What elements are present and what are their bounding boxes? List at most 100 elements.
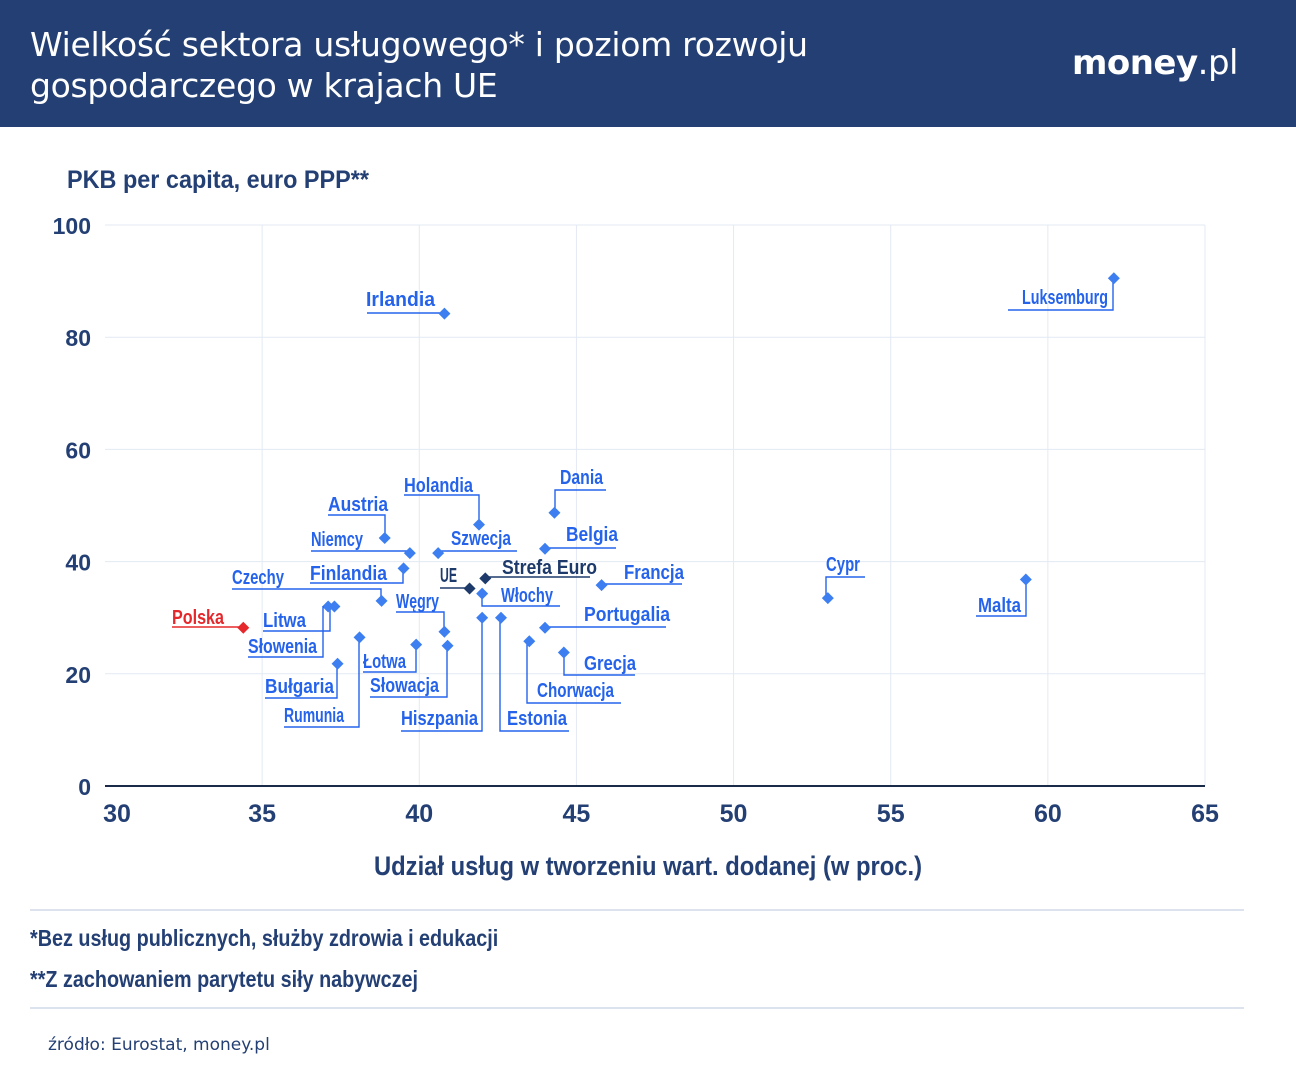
y-tick-label-40: 40: [65, 550, 91, 576]
data-point-estonia: [495, 611, 507, 624]
leader-line-holandia: [404, 494, 480, 523]
data-label-słowacja: Słowacja: [370, 675, 440, 697]
data-point-francja: [595, 579, 608, 592]
data-point-węgry: [438, 625, 451, 638]
leader-line-bułgaria: [265, 663, 338, 699]
leader-line-grecja: [563, 652, 635, 676]
data-point-włochy: [476, 587, 489, 600]
data-point-cypr: [821, 592, 834, 605]
data-label-francja: Francja: [624, 562, 685, 584]
data-label-rumunia: Rumunia: [284, 705, 345, 727]
leader-line-węgry: [396, 611, 445, 631]
data-label-węgry: Węgry: [396, 591, 440, 613]
data-point-chorwacja: [523, 635, 536, 648]
data-point-hiszpania: [476, 611, 489, 624]
leader-line-austria: [328, 514, 386, 537]
data-point-szwecja: [432, 547, 445, 560]
data-label-belgia: Belgia: [566, 524, 619, 546]
brand-logo: money.pl: [1071, 41, 1239, 85]
x-tick-label-45: 45: [563, 800, 591, 828]
data-label-hiszpania: Hiszpania: [401, 708, 479, 730]
data-label-czechy: Czechy: [232, 567, 285, 589]
data-label-austria: Austria: [328, 494, 389, 516]
footnote-divider-bottom: [30, 1007, 1244, 1009]
y-tick-label-80: 80: [65, 325, 91, 351]
data-point-bułgaria: [331, 657, 344, 670]
leader-line-łotwa: [363, 644, 417, 673]
data-point-austria: [378, 532, 391, 545]
x-tick-label-55: 55: [877, 800, 905, 828]
leader-line-słowenia: [248, 606, 324, 658]
leader-line-słowacja: [370, 646, 448, 698]
data-label-luksemburg: Luksemburg: [1022, 287, 1108, 309]
data-point-dania: [548, 506, 561, 519]
leader-line-hiszpania: [401, 617, 483, 732]
data-point-litwa: [322, 600, 335, 613]
x-axis-title: Udział usług w tworzeniu wart. dodanej (…: [374, 851, 922, 881]
data-point-luksemburg: [1107, 272, 1120, 285]
data-point-finlandia: [397, 562, 410, 575]
y-tick-label-60: 60: [65, 437, 91, 463]
data-label-litwa: Litwa: [263, 610, 307, 632]
data-label-szwecja: Szwecja: [451, 528, 512, 550]
data-point-rumunia: [353, 631, 366, 644]
logo-domain: .pl: [1197, 43, 1239, 83]
data-point-łotwa: [410, 638, 423, 651]
data-label-polska: Polska: [172, 607, 225, 629]
footnote-services: *Bez usług publicznych, służby zdrowia i…: [30, 925, 499, 951]
header-bar: Wielkość sektora usługowego* i poziom ro…: [0, 0, 1296, 127]
leader-line-litwa: [263, 606, 331, 632]
data-label-włochy: Włochy: [501, 585, 554, 607]
data-label-słowenia: Słowenia: [248, 636, 318, 658]
data-point-grecja: [557, 646, 570, 659]
data-label-łotwa: Łotwa: [363, 651, 407, 673]
y-tick-label-20: 20: [65, 662, 91, 688]
data-point-ue: [463, 582, 476, 595]
data-point-polska: [237, 621, 250, 634]
data-label-irlandia: Irlandia: [366, 289, 436, 311]
data-point-niemcy: [403, 547, 416, 560]
data-point-malta: [1019, 573, 1032, 586]
data-label-estonia: Estonia: [507, 708, 568, 730]
data-label-cypr: Cypr: [826, 554, 860, 576]
leader-line-estonia: [499, 617, 569, 732]
data-label-finlandia: Finlandia: [310, 563, 388, 585]
data-label-bułgaria: Bułgaria: [265, 676, 335, 698]
footnote-divider-top: [30, 909, 1244, 911]
logo-wordmark: money: [1071, 43, 1198, 83]
data-label-malta: Malta: [978, 595, 1022, 617]
data-point-czechy: [375, 594, 388, 607]
data-point-słowacja: [441, 639, 454, 652]
data-label-dania: Dania: [560, 467, 604, 489]
x-tick-label-50: 50: [720, 800, 748, 828]
footnote-ppp: **Z zachowaniem parytetu siły nabywczej: [30, 966, 419, 992]
data-label-holandia: Holandia: [404, 475, 474, 497]
leader-line-czechy: [232, 588, 382, 600]
data-point-słowenia: [328, 600, 341, 613]
data-label-portugalia: Portugalia: [584, 604, 671, 626]
x-tick-label-60: 60: [1034, 800, 1062, 828]
leader-line-malta: [976, 579, 1027, 617]
leader-line-rumunia: [284, 636, 360, 728]
x-tick-label-65: 65: [1191, 800, 1219, 828]
data-label-niemcy: Niemcy: [311, 529, 364, 551]
data-point-holandia: [473, 518, 485, 531]
y-tick-label-0: 0: [78, 774, 91, 800]
data-label-ue: UE: [440, 565, 457, 587]
data-point-portugalia: [539, 621, 551, 634]
x-tick-label-35: 35: [248, 800, 276, 828]
leader-line-luksemburg: [1008, 278, 1114, 311]
data-point-irlandia: [438, 307, 451, 320]
chart-title: Wielkość sektora usługowego* i poziom ro…: [30, 25, 808, 105]
source-note: źródło: Eurostat, money.pl: [48, 1035, 270, 1055]
x-tick-label-30: 30: [103, 800, 131, 828]
y-axis-title: PKB per capita, euro PPP**: [67, 166, 369, 194]
leader-line-chorwacja: [526, 641, 621, 704]
data-label-chorwacja: Chorwacja: [537, 680, 615, 702]
x-tick-label-40: 40: [405, 800, 433, 828]
data-point-strefa-euro: [479, 572, 492, 585]
leader-line-cypr: [825, 576, 865, 597]
data-point-belgia: [539, 542, 551, 555]
y-tick-label-100: 100: [53, 213, 91, 239]
data-label-grecja: Grecja: [584, 653, 637, 675]
